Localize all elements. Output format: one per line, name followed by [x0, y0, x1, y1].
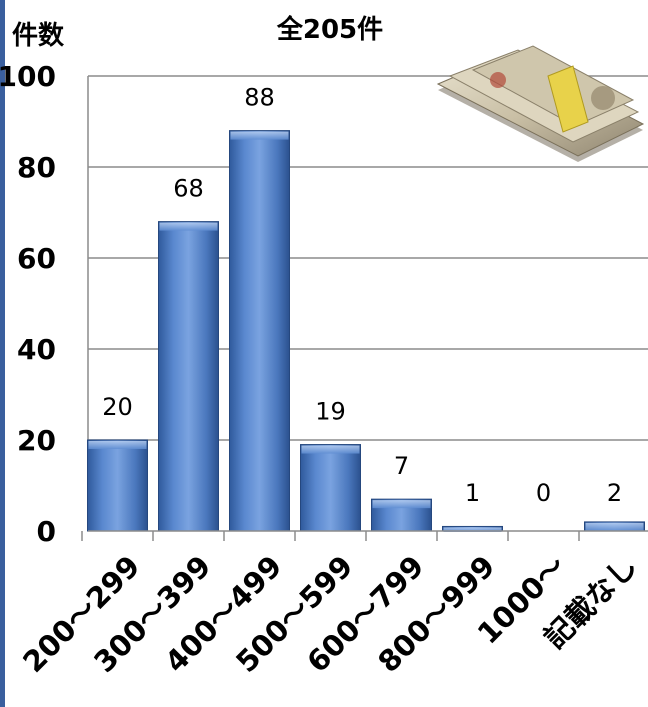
bar-highlight — [301, 445, 360, 454]
y-tick-label: 100 — [0, 60, 56, 93]
value-label: 88 — [244, 84, 275, 112]
bar — [87, 439, 148, 532]
value-label: 0 — [536, 479, 551, 507]
y-tick-label: 0 — [37, 515, 56, 548]
value-label: 2 — [607, 479, 622, 507]
bar — [229, 130, 290, 532]
value-label: 68 — [173, 175, 204, 203]
banknote-bundles-image — [436, 45, 645, 162]
value-label: 20 — [102, 393, 133, 421]
bar — [158, 221, 219, 532]
bar-highlight — [88, 441, 147, 449]
y-tick-label: 20 — [17, 424, 56, 457]
value-label: 19 — [315, 398, 346, 426]
value-labels: 20 68 88 19 7 1 0 2 — [102, 84, 622, 507]
bar-highlight — [372, 500, 431, 509]
y-axis-label: 件数 — [12, 21, 65, 51]
chart-title: 全205件 — [276, 14, 383, 45]
bar — [300, 444, 361, 532]
value-label: 1 — [465, 479, 480, 507]
bar-highlight — [443, 527, 502, 532]
bar-highlight — [585, 522, 644, 531]
x-axis — [81, 530, 648, 541]
left-edge-bar — [0, 0, 5, 707]
y-tick-label: 40 — [17, 333, 56, 366]
y-tick-labels: 0 20 40 60 80 100 — [0, 60, 56, 548]
bar-highlight — [159, 222, 218, 231]
y-tick-label: 60 — [17, 242, 56, 275]
value-label: 7 — [394, 452, 409, 480]
bars — [87, 130, 645, 532]
y-tick-label: 80 — [17, 151, 56, 184]
bar-highlight — [230, 131, 289, 140]
x-tick-labels: 200～299300～399400～499500～599600～799800～9… — [16, 549, 643, 679]
